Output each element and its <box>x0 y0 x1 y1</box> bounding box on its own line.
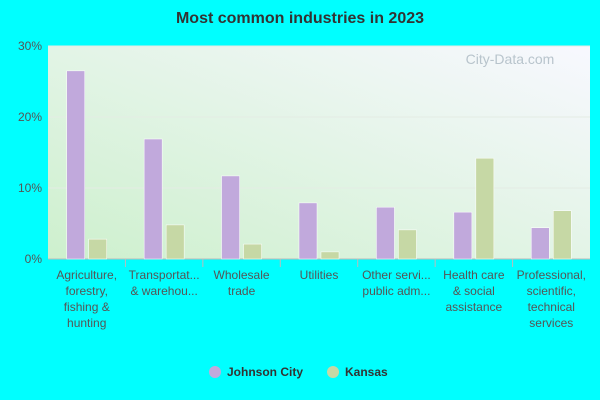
x-tick-label: Utilities <box>300 268 339 282</box>
bar <box>320 251 340 260</box>
x-tick-label: Agriculture, forestry, fishing & hunting <box>56 268 117 330</box>
y-tick-label: 30% <box>18 39 42 53</box>
legend-swatch <box>327 366 340 378</box>
x-tick-label-line: Wholesale <box>214 268 270 282</box>
x-tick-label-line: hunting <box>67 316 106 330</box>
x-tick-label-line: Transportat... <box>129 268 200 282</box>
bar <box>531 227 550 260</box>
plot-area <box>48 46 590 259</box>
x-tick-label-line: trade <box>228 284 256 298</box>
x-tick-label: Health care & social assistance <box>443 268 505 314</box>
x-tick-label-line: & social <box>453 284 495 298</box>
x-tick-label: Transportat... & warehou... <box>129 268 200 298</box>
bar <box>298 202 318 260</box>
x-tick-label: Other servi... public adm... <box>362 268 431 298</box>
x-tick-label-line: Other servi... <box>362 268 431 282</box>
y-tick-label: 0% <box>25 252 43 266</box>
x-tick-label-line: Agriculture, <box>56 268 117 282</box>
y-tick-label: 10% <box>18 181 42 195</box>
y-tick-label: 20% <box>18 110 42 124</box>
watermark: City-Data.com <box>466 51 555 67</box>
x-tick-label-line: Utilities <box>300 268 339 282</box>
x-tick-label: Wholesale trade <box>214 268 270 298</box>
x-tick-label-line: technical <box>528 300 575 314</box>
x-tick-label-line: Professional, <box>517 268 586 282</box>
legend-label: Johnson City <box>227 365 303 379</box>
bar <box>376 206 395 260</box>
x-tick-label-line: fishing & <box>64 300 110 314</box>
bar <box>398 229 417 260</box>
bar <box>88 238 107 260</box>
bar <box>66 70 85 260</box>
bar <box>453 211 473 260</box>
x-tick-label-line: assistance <box>446 300 503 314</box>
x-tick-label-line: Health care <box>443 268 505 282</box>
bar <box>221 175 240 260</box>
bar <box>475 157 495 260</box>
bar <box>165 224 185 260</box>
bar <box>243 243 262 260</box>
x-tick-label-line: forestry, <box>65 284 107 298</box>
x-tick-label-line: & warehou... <box>130 284 197 298</box>
bar <box>143 138 163 260</box>
chart-title: Most common industries in 2023 <box>176 10 424 27</box>
legend-label: Kansas <box>345 365 388 379</box>
bar <box>553 210 572 260</box>
x-tick-label-line: public adm... <box>362 284 430 298</box>
x-tick-label: Professional, scientific, technical service… <box>517 268 586 330</box>
legend-swatch <box>209 366 221 378</box>
x-tick-label-line: scientific, <box>527 284 576 298</box>
x-tick-label-line: services <box>529 316 573 330</box>
